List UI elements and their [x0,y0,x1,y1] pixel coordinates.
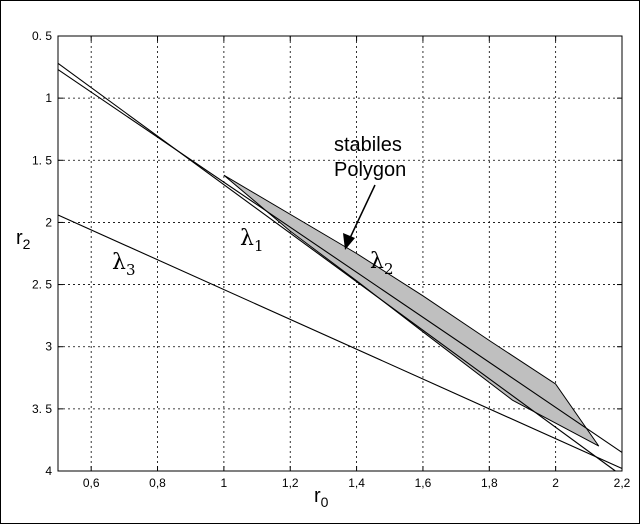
y-axis-label-sub: 2 [23,236,31,252]
plot-area [57,35,623,472]
x-tick-label: 1 [221,476,228,490]
polygon-arrow [343,184,376,250]
x-tick-label: 1,6 [415,476,432,490]
y-tick-label: 3 [45,340,52,354]
y-tick-label: 0. 5 [32,29,52,43]
lambda3-label: λ3 [112,250,136,279]
series-layer [57,62,623,472]
lambda2-label: λ2 [370,249,394,278]
x-tick-label: 1,2 [282,476,299,490]
x-axis-label-sub: 0 [321,494,329,510]
x-tick-label: 0,6 [83,476,100,490]
series-line-lambda2 [57,69,623,453]
x-axis-label: r0 [314,485,329,510]
polygon-label-line1: stabiles [334,134,402,156]
y-axis-label: r2 [16,227,31,252]
series-line-lambda3 [57,214,623,470]
y-tick-label: 1 [45,91,52,105]
x-tick-label: 0,8 [149,476,166,490]
polygon-label-line2: Polygon [334,159,406,181]
y-tick-label: 2 [45,215,52,229]
x-tick-label: 2,2 [614,476,631,490]
y-tick-label: 3. 5 [32,402,52,416]
stable-polygon [223,174,600,447]
series-line-lambda1 [57,62,616,472]
y-tick-label: 4 [45,464,52,478]
x-tick-label: 2 [552,476,559,490]
ticks: 0,6 0,8 1 1,2 1,4 1,6 1,8 2 2,2 0. 5 1 1. 5 2 2. 5 3 3.… [32,29,631,490]
lambda1-label: λ1 [240,226,264,255]
x-tick-label: 1,4 [348,476,365,490]
polygon-layer [223,174,600,447]
y-tick-label: 2. 5 [32,278,52,292]
y-tick-label: 1. 5 [32,153,52,167]
x-tick-label: 1,8 [481,476,498,490]
